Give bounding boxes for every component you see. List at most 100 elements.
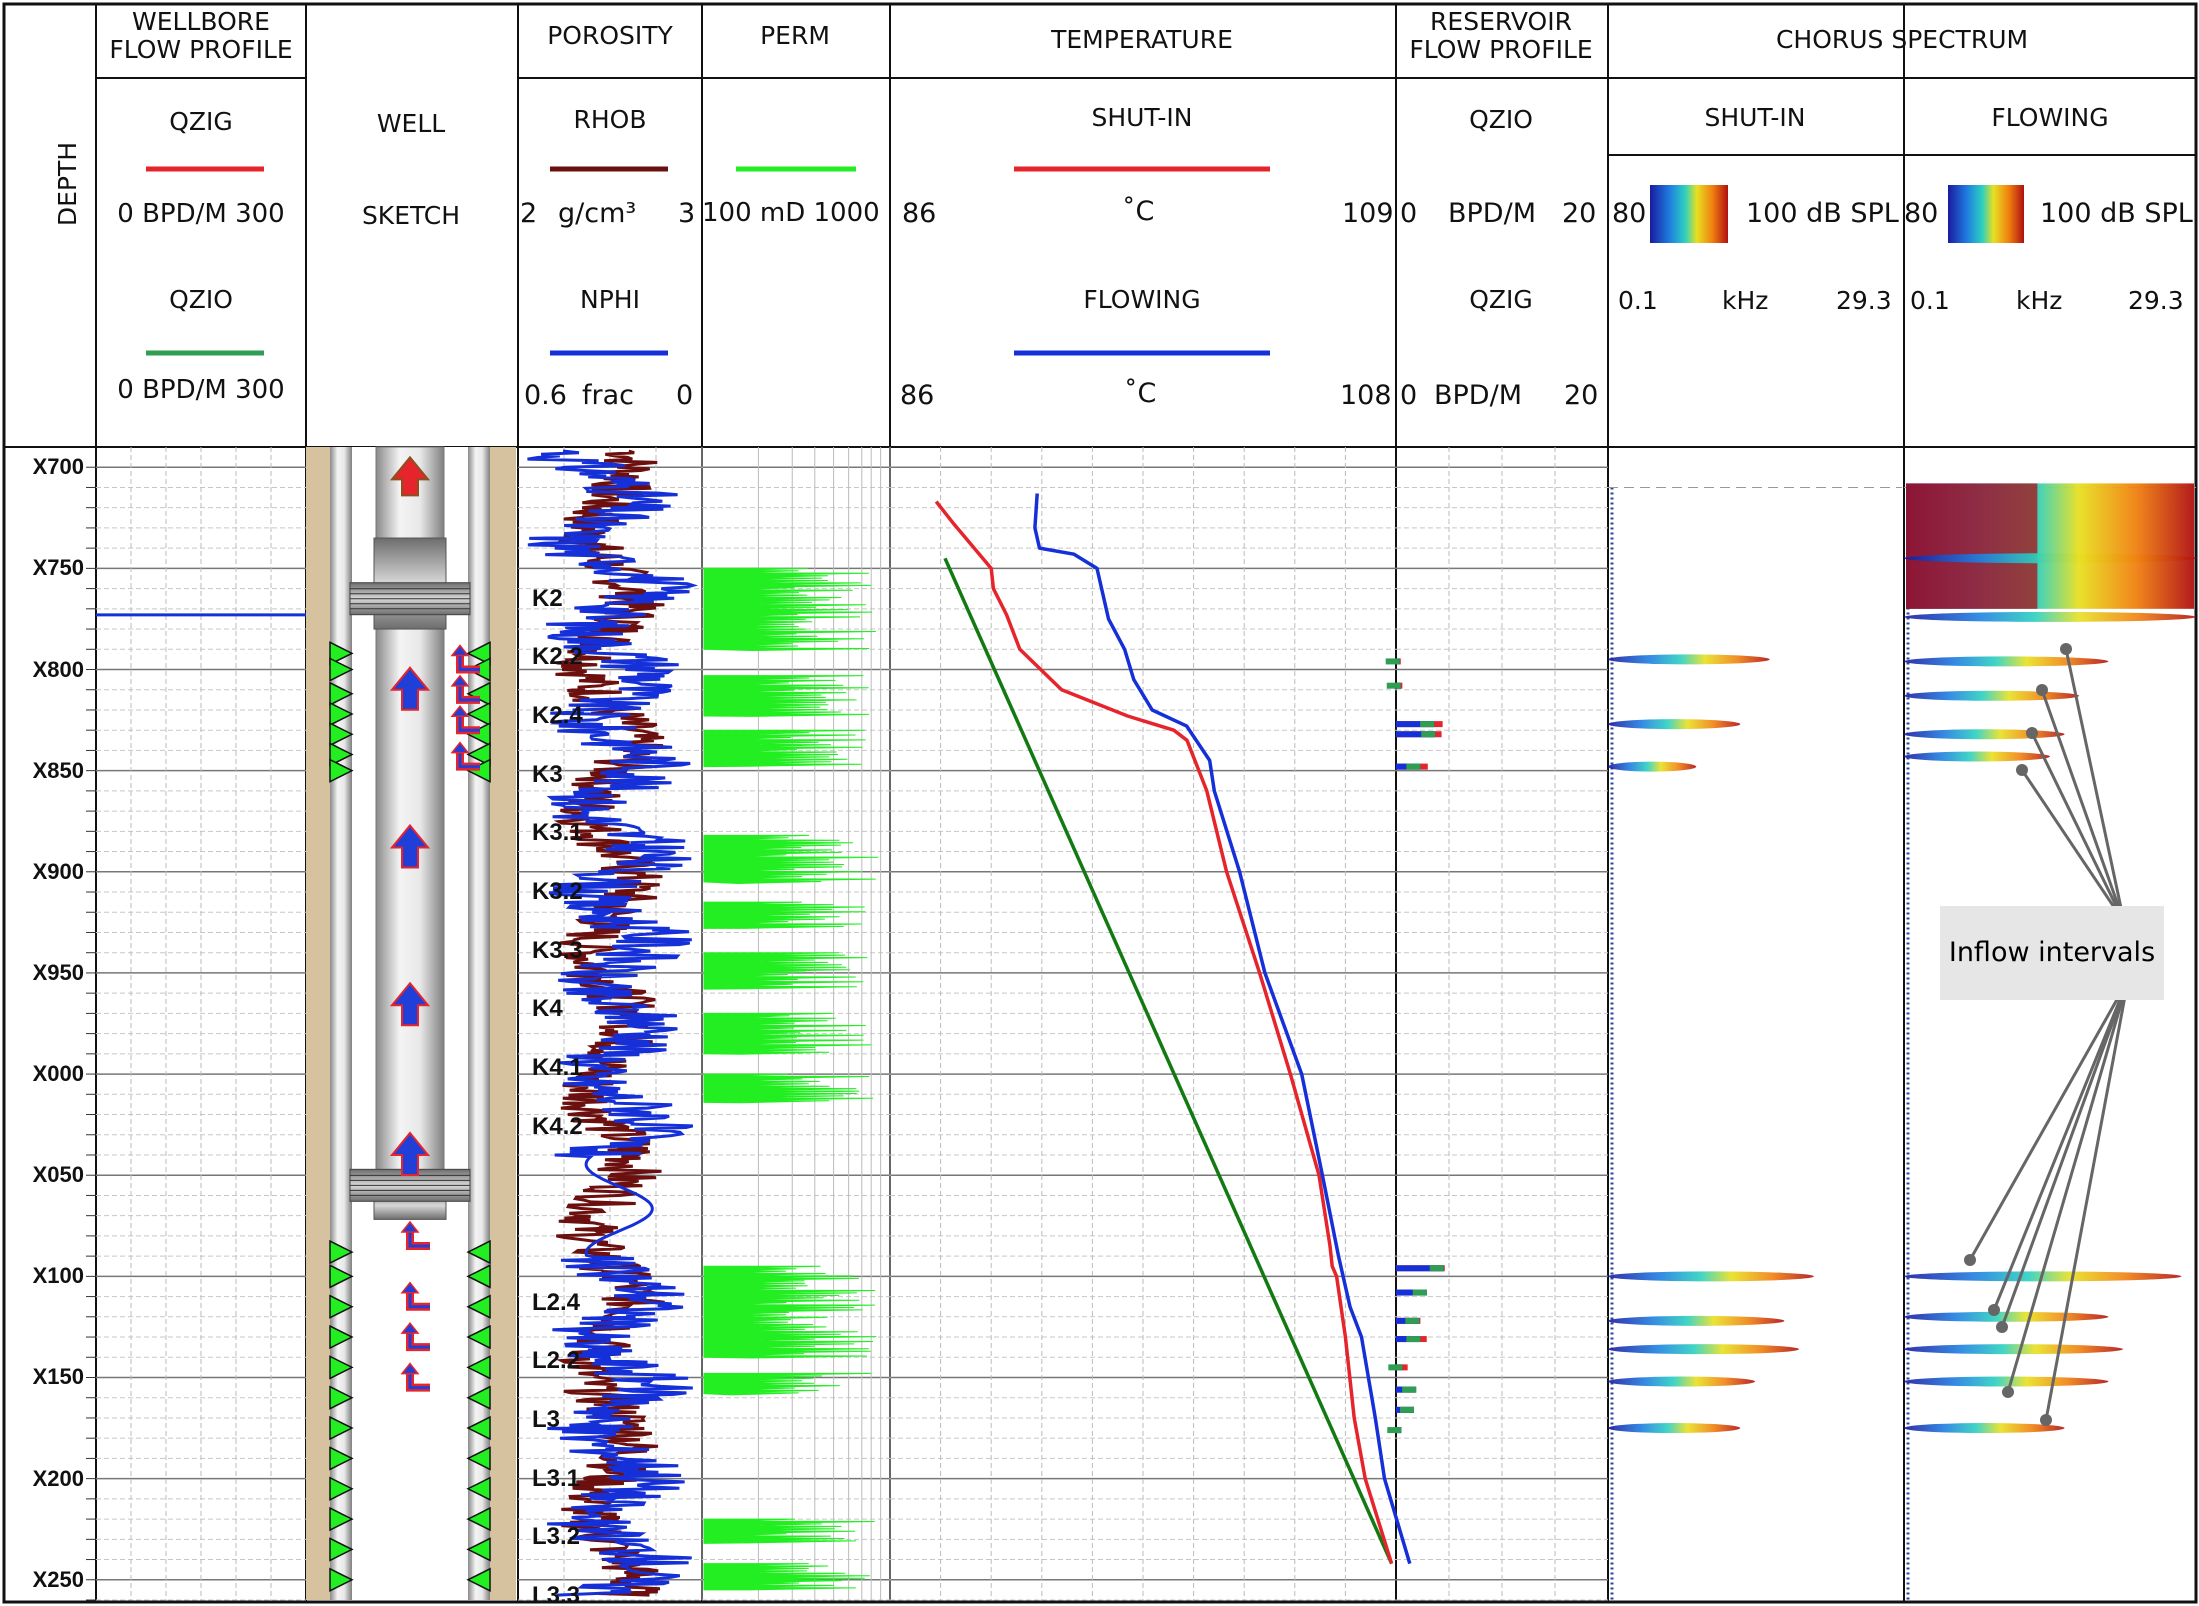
res1-unit: BPD/M: [1448, 198, 1536, 229]
depth-label: X800: [32, 656, 84, 682]
zone-label: K2.2: [532, 643, 583, 671]
perforation-left: [329, 742, 354, 767]
temp-curve2: FLOWING: [1083, 285, 1201, 314]
perm-interval: [703, 1563, 870, 1591]
shutin-db-min: 80: [1612, 198, 1647, 229]
callout-dot: [1964, 1254, 1976, 1266]
res2-max: 20: [1564, 380, 1599, 411]
zone-label: K4.2: [532, 1112, 583, 1140]
callout-leader: [2020, 769, 2126, 923]
flowing-spectrum-event: [1904, 1344, 2123, 1355]
inflow-arrow-lower-head: [400, 1281, 420, 1294]
perforation-right: [466, 1537, 491, 1562]
perm-interval: [703, 1012, 872, 1055]
callout-leader: [1968, 979, 2130, 1261]
inflow-arrow-lower-core: [408, 1230, 430, 1248]
qzio-bar-tip: [1388, 1364, 1403, 1371]
perforation-left: [329, 1355, 354, 1380]
callout-dot: [2002, 1386, 2014, 1398]
perforation-right: [466, 1476, 491, 1501]
shutin-temperature-curve: [934, 500, 1394, 1565]
inflow-arrow-upper-head: [450, 674, 470, 687]
shutin-spectrum-event: [1608, 1271, 1814, 1282]
perforation-right: [466, 1324, 491, 1350]
inflow-arrow-lower-head: [400, 1362, 420, 1375]
perm-interval: [703, 675, 870, 717]
zone-label: K4.1: [532, 1054, 583, 1081]
flowing-db-min: 80: [1904, 198, 1939, 229]
qzio-bar: [1396, 1265, 1444, 1272]
perforation-left: [329, 1324, 354, 1350]
perforation-right: [466, 1567, 491, 1592]
flowing-f-max: 29.3: [2128, 286, 2184, 315]
depth-label: X000: [32, 1061, 84, 1087]
shutin-db-max: 100 dB SPL: [1746, 198, 1899, 229]
perm-interval: [703, 1372, 872, 1396]
flowing-db-max: 100 dB SPL: [2040, 198, 2193, 229]
zone-label: L3.2: [532, 1523, 581, 1551]
zone-label: K3.1: [532, 819, 583, 847]
perforation-left: [329, 1294, 354, 1319]
depth-label: X900: [32, 858, 84, 884]
shutin-f-max: 29.3: [1836, 286, 1892, 315]
perforation-left: [329, 758, 354, 783]
perm-interval: [703, 1073, 874, 1104]
shutin-spectrum-event: [1608, 1344, 1800, 1355]
flowing-colorbar: [1948, 185, 2024, 243]
inflow-arrow-lower-core: [408, 1371, 430, 1390]
shutin-colorbar: [1650, 185, 1728, 243]
zone-label: K3: [532, 760, 563, 788]
flowing-spectrum-top-band-core: [1906, 483, 2038, 609]
rhob-max: 3: [678, 198, 696, 229]
perforation-left: [329, 1239, 354, 1265]
perm-interval: [703, 1518, 875, 1544]
perm-interval: [703, 729, 866, 768]
qzio-bar: [1396, 721, 1435, 728]
formation-right: [490, 447, 516, 1600]
res2-unit: BPD/M: [1434, 380, 1522, 411]
depth-label: X850: [32, 757, 84, 783]
shutin-spectrum-event: [1608, 654, 1770, 665]
depth-label: X250: [32, 1566, 84, 1592]
perm-interval: [703, 1265, 877, 1359]
perforation-right: [466, 1239, 491, 1265]
geothermal-curve: [943, 557, 1394, 1565]
temp1-min: 86: [902, 198, 937, 229]
perforation-left: [329, 1415, 354, 1441]
qzio-bar-tip: [1387, 1427, 1402, 1434]
depth-header: DEPTH: [53, 141, 82, 227]
inflow-arrow-upper-core: [458, 750, 480, 769]
shutin-spectrum-event: [1608, 1423, 1741, 1434]
chorus-shutin-header: SHUT-IN: [1704, 103, 1806, 132]
callout-leader: [2006, 979, 2130, 1393]
temperature-header: TEMPERATURE: [1051, 25, 1233, 54]
nphi-unit: frac: [582, 380, 634, 411]
callout-leader: [2040, 689, 2126, 923]
wellbore-curve2: QZIO: [169, 285, 233, 314]
shutin-spectrum-event: [1608, 1315, 1785, 1326]
wellbore-range1: 0 BPD/M 300: [117, 199, 285, 229]
perforation-left: [329, 1476, 354, 1501]
qzio-bar-tip: [1386, 682, 1401, 689]
inflow-intervals-callout: Inflow intervals: [1940, 906, 2164, 1000]
zone-label: K2.4: [532, 702, 583, 730]
porosity-curve2: NPHI: [580, 285, 640, 314]
callout-dot: [2040, 1414, 2052, 1426]
shutin-f-min: 0.1: [1618, 286, 1658, 315]
zone-label: L3.1: [532, 1464, 581, 1492]
flowing-spectrum-panel: [1904, 483, 2196, 1600]
temp2-unit: ˚C: [1124, 378, 1157, 409]
qzio-bar: [1396, 1289, 1427, 1296]
inflow-arrow-upper-core: [458, 653, 480, 672]
inflow-arrow-lower-core: [408, 1331, 430, 1349]
formation-left: [306, 447, 330, 1600]
callout-leader: [2064, 648, 2126, 923]
zone-label: K2: [532, 584, 563, 612]
perforation-left: [329, 1506, 354, 1532]
zone-label: L3: [532, 1405, 561, 1433]
perforation-right: [466, 1355, 491, 1380]
qzio-bar-tip: [1385, 658, 1400, 665]
perforation-left: [329, 1264, 354, 1289]
